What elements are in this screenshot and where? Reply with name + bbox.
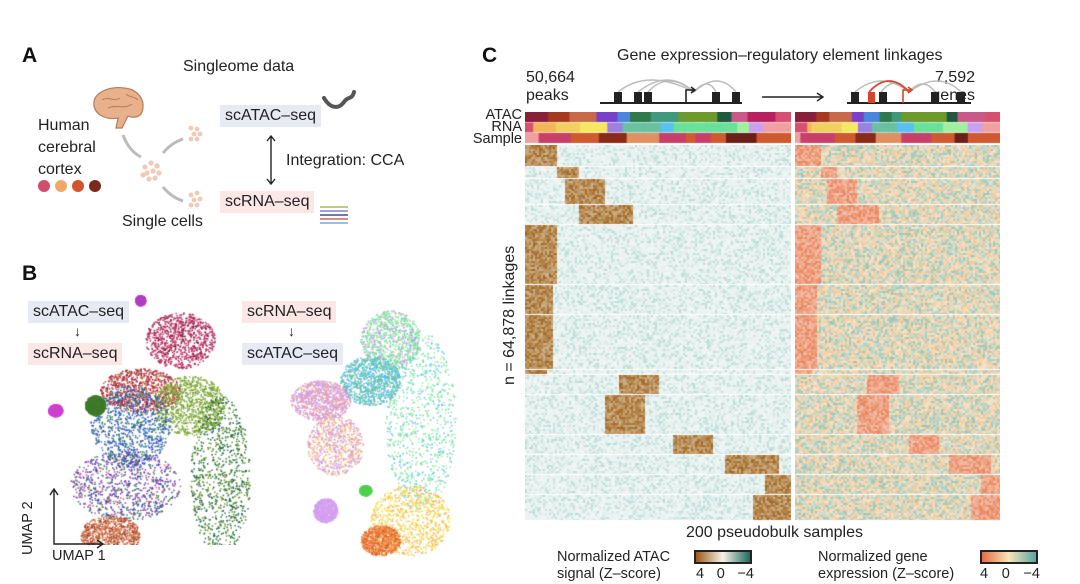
arrow-icon <box>161 137 184 154</box>
linked-peak <box>868 92 875 103</box>
arrow-icon <box>161 186 184 203</box>
umap-axes-icon <box>49 488 104 549</box>
umap-atac-to-rna <box>30 285 270 545</box>
rna-heatmap <box>795 145 1000 521</box>
peaks-count: 50,664 peaks <box>526 69 575 105</box>
umap-rna-to-atac <box>280 300 480 580</box>
atac-legend-title: Normalized ATAC signal (Z–score) <box>557 549 670 583</box>
sample-dot <box>38 180 50 192</box>
tissue-line: cerebral <box>38 139 96 156</box>
rna-colorbar-ticks: 4 0 −4 <box>980 566 1040 582</box>
peaks-number: 50,664 <box>526 69 575 86</box>
scrna-seq-box: scRNA–seq <box>220 191 315 213</box>
sample-dot <box>89 180 101 192</box>
peak-gene-diagram-left <box>600 79 742 104</box>
atac-heatmap <box>525 145 791 521</box>
annotation-row-labels: ATAC RNA Sample <box>470 107 522 147</box>
rna-transcripts-icon <box>320 206 348 224</box>
rna-legend-title: Normalized gene expression (Z–score) <box>818 549 954 583</box>
tissue-line: Human <box>38 117 90 134</box>
panel-c-title: Gene expression–regulatory element linka… <box>617 47 943 64</box>
integration-arrow-icon <box>266 134 276 186</box>
row-label-sample: Sample <box>472 131 522 147</box>
cell-cluster-icon <box>140 125 203 208</box>
samples-axis-label: 200 pseudobulk samples <box>686 524 864 541</box>
peaks-unit: peaks <box>526 87 569 104</box>
tissue-label: Human cerebral cortex <box>38 115 96 181</box>
single-cells-label: Single cells <box>122 213 203 230</box>
panel-c-label: C <box>482 44 498 67</box>
legend-title-line: signal (Z–score) <box>557 566 661 582</box>
atac-colorbar-ticks: 4 0 −4 <box>696 566 754 582</box>
brain-icon <box>93 87 144 129</box>
umap-1-label: UMAP 1 <box>52 548 106 564</box>
row-label-rna: RNA <box>491 119 522 135</box>
tick: 4 <box>696 566 705 582</box>
down-arrow-icon: ↓ <box>74 323 81 339</box>
arrow-icon <box>121 134 142 159</box>
tick: −4 <box>737 566 754 582</box>
scatac-seq-box: scATAC–seq <box>220 105 321 127</box>
tissue-line: cortex <box>38 161 82 178</box>
down-arrow-icon: ↓ <box>288 323 295 339</box>
tick: 4 <box>980 566 989 582</box>
umap-2-label: UMAP 2 <box>20 501 36 555</box>
tick: 0 <box>1001 566 1010 582</box>
panel-a-label: A <box>22 44 38 67</box>
atac-colorbar <box>694 550 752 564</box>
tss-arrow-icon <box>902 86 914 103</box>
panel-a-title: Singleome data <box>183 58 295 75</box>
right-to-label: scATAC–seq <box>242 343 343 365</box>
legend-title-line: expression (Z–score) <box>818 566 955 582</box>
row-label-atac: ATAC <box>485 107 522 123</box>
annotation-bars-rna <box>795 112 1000 144</box>
legend-title-line: Normalized gene <box>818 549 928 565</box>
chromatin-icon <box>322 90 356 109</box>
tick: 0 <box>716 566 725 582</box>
left-from-label: scATAC–seq <box>28 301 129 323</box>
sample-dot <box>55 180 67 192</box>
legend-title-line: Normalized ATAC <box>557 549 671 565</box>
tss-arrow-icon <box>685 86 697 103</box>
right-from-label: scRNA–seq <box>242 301 337 323</box>
tick: −4 <box>1023 566 1040 582</box>
peak-gene-diagram-right <box>847 80 971 104</box>
sample-dot <box>72 180 84 192</box>
panel-b-label: B <box>22 262 38 285</box>
sample-dots <box>38 180 101 192</box>
linkages-axis-label: n = 64,878 linkages <box>501 245 518 385</box>
left-to-label: scRNA–seq <box>28 343 123 365</box>
rna-colorbar <box>980 550 1038 564</box>
right-arrow-icon <box>762 92 825 102</box>
annotation-bars-atac <box>525 112 791 144</box>
cell-split-diagram <box>121 125 203 208</box>
integration-label: Integration: CCA <box>286 152 405 169</box>
